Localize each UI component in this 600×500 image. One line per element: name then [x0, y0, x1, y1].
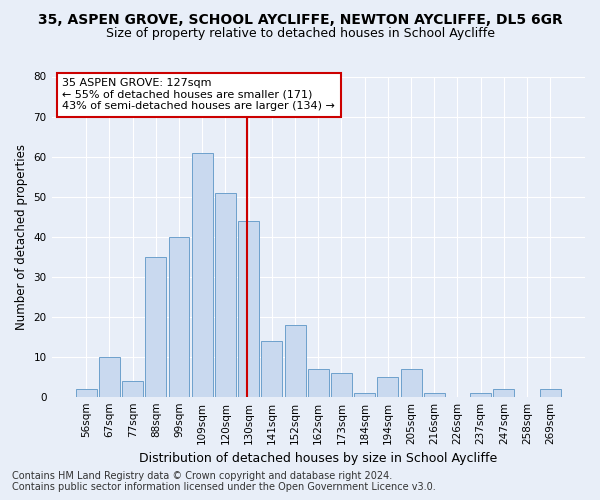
Bar	[238, 220, 259, 396]
Text: 35, ASPEN GROVE, SCHOOL AYCLIFFE, NEWTON AYCLIFFE, DL5 6GR: 35, ASPEN GROVE, SCHOOL AYCLIFFE, NEWTON…	[38, 12, 562, 26]
Bar	[331, 372, 352, 396]
Bar	[424, 392, 445, 396]
Bar	[262, 340, 283, 396]
Bar	[169, 236, 190, 396]
Bar	[99, 356, 120, 397]
Bar	[470, 392, 491, 396]
Bar	[401, 368, 422, 396]
X-axis label: Distribution of detached houses by size in School Aycliffe: Distribution of detached houses by size …	[139, 452, 497, 465]
Bar	[192, 152, 212, 396]
Bar	[354, 392, 375, 396]
Bar	[122, 380, 143, 396]
Bar	[145, 256, 166, 396]
Text: 35 ASPEN GROVE: 127sqm
← 55% of detached houses are smaller (171)
43% of semi-de: 35 ASPEN GROVE: 127sqm ← 55% of detached…	[62, 78, 335, 112]
Bar	[540, 388, 561, 396]
Bar	[493, 388, 514, 396]
Bar	[377, 376, 398, 396]
Text: Contains HM Land Registry data © Crown copyright and database right 2024.
Contai: Contains HM Land Registry data © Crown c…	[12, 471, 436, 492]
Bar	[308, 368, 329, 396]
Text: Size of property relative to detached houses in School Aycliffe: Size of property relative to detached ho…	[106, 28, 494, 40]
Y-axis label: Number of detached properties: Number of detached properties	[15, 144, 28, 330]
Bar	[215, 192, 236, 396]
Bar	[284, 324, 305, 396]
Bar	[76, 388, 97, 396]
